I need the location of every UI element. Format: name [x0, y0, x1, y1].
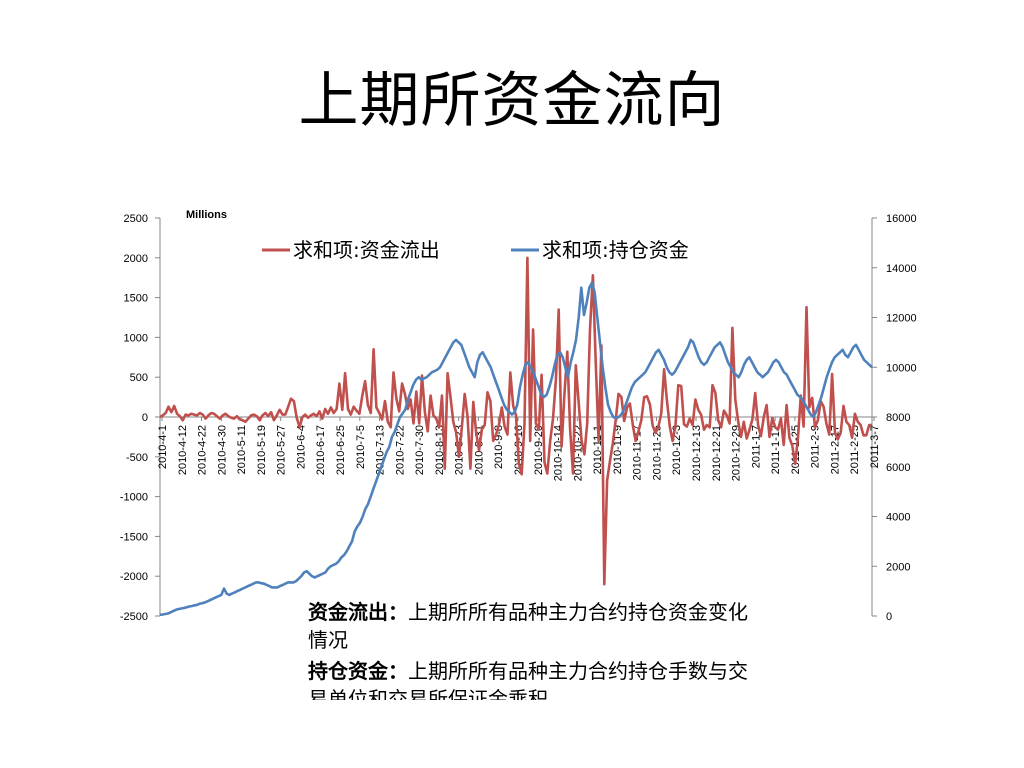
x-tick-label: 2010-4-22 — [197, 425, 209, 475]
x-tick-label: 2010-4-30 — [216, 425, 228, 475]
y-left-tick-label: 2000 — [124, 253, 148, 265]
y-left-tick-label: -2000 — [120, 571, 148, 583]
x-tick-label: 2010-9-8 — [493, 425, 505, 469]
y-right-tick-label: 2000 — [886, 561, 910, 573]
x-tick-label: 2011-1-7 — [750, 425, 762, 468]
legend-label-position: 求和项:持仓资金 — [542, 238, 689, 262]
x-tick-label: 2010-7-22 — [394, 425, 406, 475]
slide-title: 上期所资金流向 — [298, 66, 726, 136]
unit-label: Millions — [186, 209, 227, 221]
x-tick-label: 2011-3-7 — [869, 425, 881, 468]
x-tick-label: 2010-4-1 — [157, 425, 169, 469]
x-tick-label: 2010-6-4 — [295, 425, 307, 469]
y-right-tick-label: 8000 — [886, 412, 910, 424]
legend: 求和项:资金流出 求和项:持仓资金 — [262, 238, 689, 262]
x-tick-label: 2010-7-5 — [355, 425, 367, 469]
x-tick-label: 2010-12-13 — [691, 425, 703, 481]
y-right-tick-label: 4000 — [886, 512, 910, 524]
y-right-tick-label: 16000 — [886, 213, 917, 225]
x-tick-label: 2010-6-17 — [315, 425, 327, 475]
description-position-text: 上期所所有品种主力合约持仓手数与交易单位和交易所保证金乘积 — [308, 659, 748, 700]
description-position-term: 持仓资金： — [308, 659, 408, 683]
y-left-tick-label: -2500 — [120, 611, 148, 623]
x-tick-label: 2010-9-29 — [533, 425, 545, 475]
x-tick-label: 2010-12-21 — [711, 425, 723, 481]
series-line-position — [159, 281, 873, 617]
x-tick-label: 2010-5-11 — [236, 425, 248, 474]
description-box: 资金流出：上期所所有品种主力合约持仓资金变化情况 持仓资金：上期所所有品种主力合… — [308, 598, 758, 700]
y-left-tick-label: 1000 — [124, 332, 148, 344]
x-tick-label: 2011-2-9 — [810, 425, 822, 468]
description-position: 持仓资金：上期所所有品种主力合约持仓手数与交易单位和交易所保证金乘积 — [308, 657, 758, 700]
y-right-tick-label: 10000 — [886, 362, 917, 374]
x-tick-label: 2010-11-25 — [651, 425, 663, 480]
y-right-tick-label: 12000 — [886, 313, 917, 325]
y-left-tick-label: 2500 — [124, 213, 148, 225]
y-right-tick-label: 0 — [886, 611, 892, 623]
x-tick-label: 2010-4-12 — [177, 425, 189, 475]
x-tick-label: 2010-7-30 — [414, 425, 426, 475]
y-left-tick-label: -500 — [126, 452, 148, 464]
y-right-tick-label: 6000 — [886, 462, 910, 474]
x-tick-label: 2010-11-9 — [612, 425, 624, 474]
y-right-tick-label: 14000 — [886, 263, 917, 275]
series-line-outflow — [159, 256, 872, 586]
description-outflow-text: 上期所所有品种主力合约持仓资金变化情况 — [308, 600, 748, 652]
y-left-tick-label: 1500 — [124, 293, 148, 305]
description-outflow: 资金流出：上期所所有品种主力合约持仓资金变化情况 — [308, 598, 758, 654]
y-left-tick-label: 0 — [142, 412, 148, 424]
x-tick-label: 2010-5-19 — [256, 425, 268, 475]
description-outflow-term: 资金流出： — [308, 600, 408, 624]
y-left-tick-label: -1500 — [120, 531, 148, 543]
x-tick-label: 2010-11-1 — [592, 425, 604, 474]
x-tick-label: 2010-5-27 — [276, 425, 288, 475]
x-tick-label: 2011-1-17 — [770, 425, 782, 474]
legend-label-outflow: 求和项:资金流出 — [293, 238, 440, 262]
y-left-tick-label: -1000 — [120, 492, 148, 504]
x-tick-label: 2010-6-25 — [335, 425, 347, 475]
x-tick-label: 2010-12-29 — [731, 425, 743, 481]
y-left-tick-label: 500 — [130, 372, 148, 384]
